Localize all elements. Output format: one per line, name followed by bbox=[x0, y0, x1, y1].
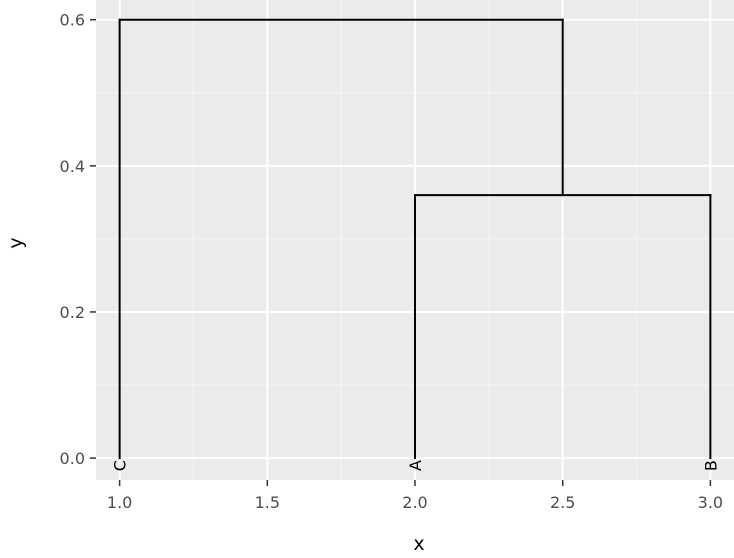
x-tick-label: 1.5 bbox=[255, 493, 280, 512]
y-tick-label: 0.2 bbox=[60, 303, 85, 322]
x-tick-label: 2.0 bbox=[402, 493, 427, 512]
leaf-label-C: C bbox=[111, 460, 130, 471]
x-axis-title: x bbox=[413, 533, 424, 555]
x-tick-label: 1.0 bbox=[107, 493, 132, 512]
x-axis: 1.0 1.5 2.0 2.5 3.0 bbox=[107, 480, 723, 512]
y-tick-label: 0.4 bbox=[60, 157, 85, 176]
leaf-label-A: A bbox=[406, 460, 425, 471]
x-tick-label: 3.0 bbox=[698, 493, 723, 512]
dendrogram-segments bbox=[118, 18, 712, 460]
leaf-label-B: B bbox=[701, 460, 720, 471]
y-axis: 0.0 0.2 0.4 0.6 bbox=[60, 11, 96, 468]
x-tick-label: 2.5 bbox=[550, 493, 575, 512]
y-tick-label: 0.0 bbox=[60, 449, 85, 468]
y-axis-title: y bbox=[5, 237, 27, 248]
y-tick-label: 0.6 bbox=[60, 11, 85, 30]
